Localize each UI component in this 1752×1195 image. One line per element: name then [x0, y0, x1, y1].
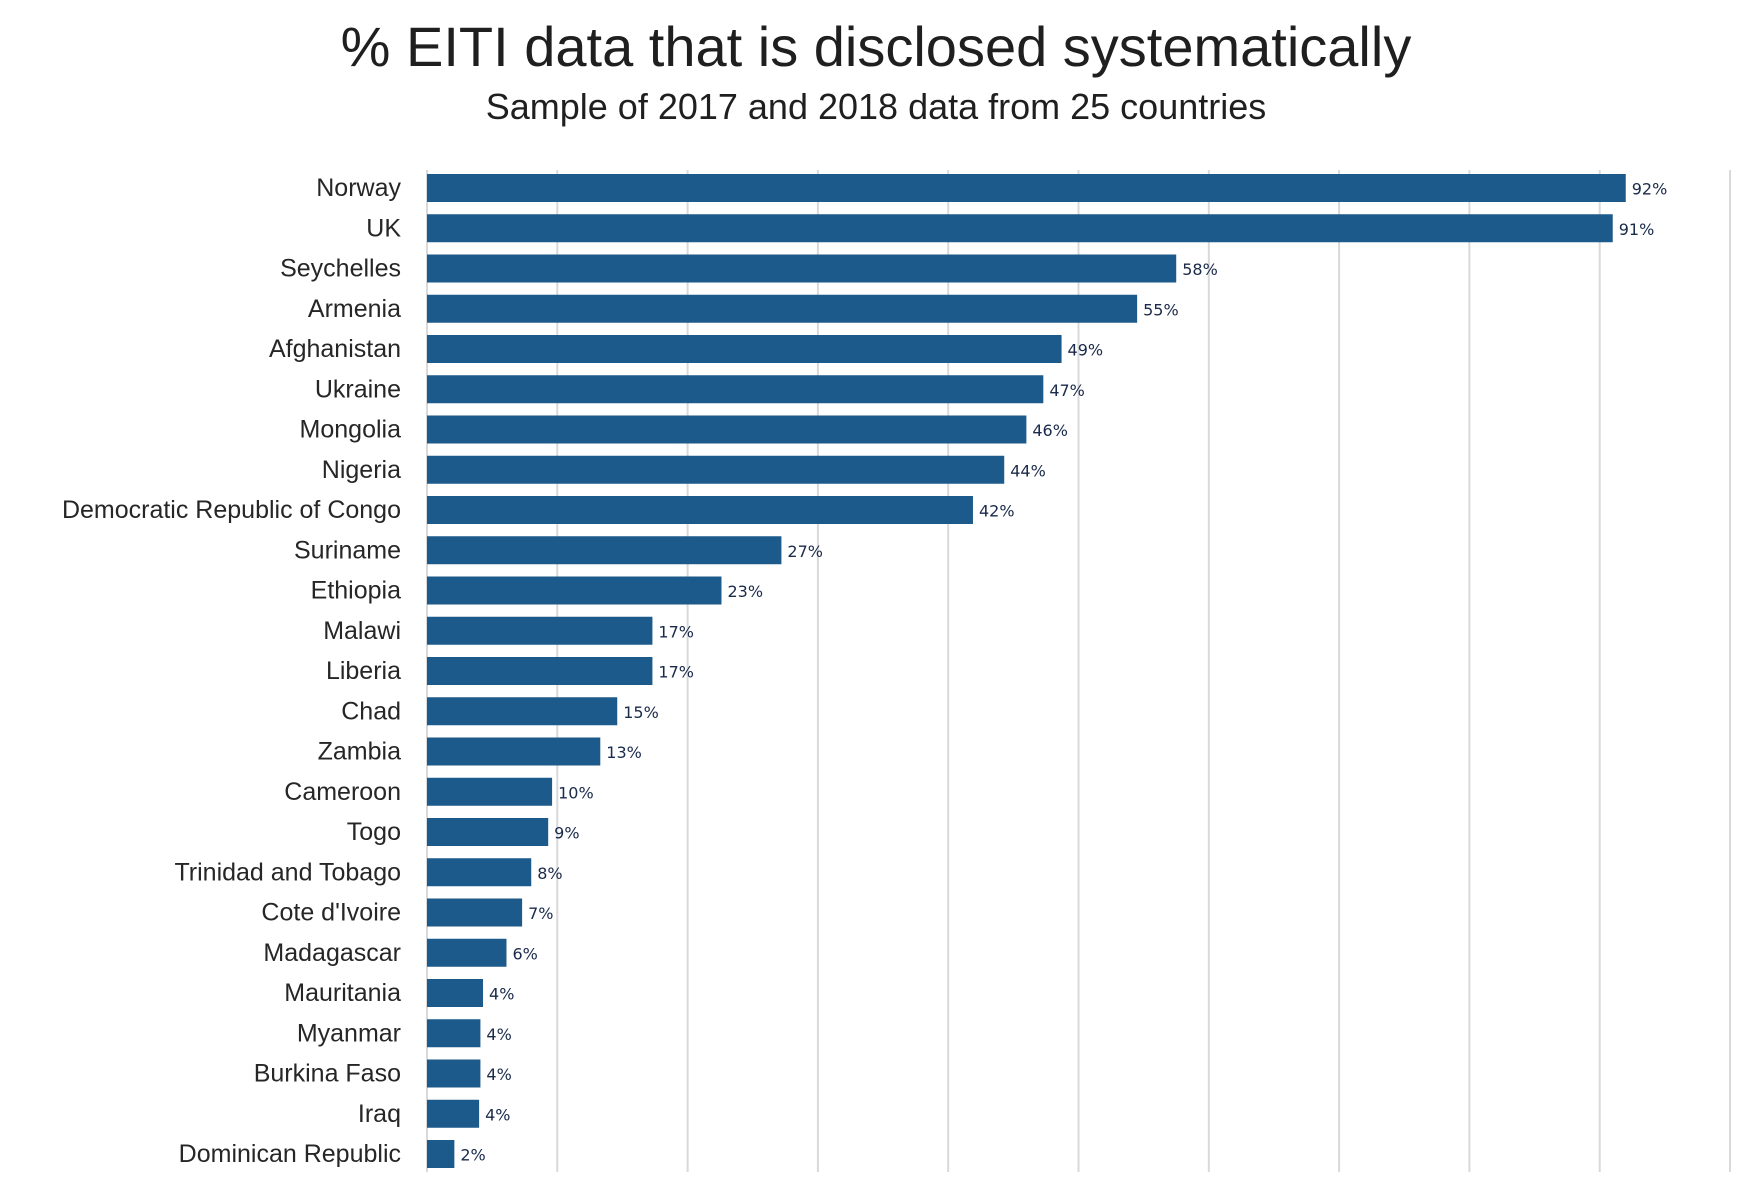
- value-label: 42%: [979, 502, 1015, 521]
- value-label: 46%: [1032, 421, 1068, 440]
- value-label: 58%: [1182, 260, 1218, 279]
- category-label: Chad: [341, 697, 401, 725]
- category-label: Ukraine: [315, 375, 401, 403]
- bar: [427, 616, 653, 645]
- bar: [427, 455, 1005, 484]
- value-label: 10%: [558, 783, 594, 802]
- chart-subtitle: Sample of 2017 and 2018 data from 25 cou…: [485, 86, 1267, 127]
- bars: [427, 174, 1626, 1168]
- value-label: 7%: [528, 904, 553, 923]
- category-label: Armenia: [308, 295, 401, 323]
- value-label: 2%: [460, 1146, 485, 1165]
- value-label: 8%: [537, 864, 562, 883]
- bar: [427, 1019, 481, 1048]
- category-label: Zambia: [318, 738, 401, 766]
- value-labels: 92% 91% 58% 55% 49% 47% 46% 44% 42% 27% 23% 17% 17% 1…: [460, 180, 1667, 1165]
- value-label: 4%: [489, 985, 514, 1004]
- category-label: Ethiopia: [311, 577, 401, 605]
- bar: [427, 576, 722, 605]
- bar: [427, 294, 1138, 323]
- bar: [427, 254, 1177, 283]
- bar: [427, 657, 653, 685]
- value-label: 4%: [486, 1025, 511, 1044]
- category-label: Dominican Republic: [179, 1140, 401, 1168]
- category-label: Democratic Republic of Congo: [62, 496, 401, 524]
- value-label: 23%: [727, 582, 763, 601]
- value-label: 55%: [1143, 300, 1179, 319]
- category-label: Madagascar: [263, 939, 401, 967]
- value-label: 9%: [554, 824, 579, 843]
- category-label: Burkina Faso: [254, 1060, 401, 1088]
- bar: [427, 174, 1626, 202]
- value-label: 6%: [512, 944, 537, 963]
- category-label: Norway: [316, 174, 401, 202]
- bar: [427, 375, 1044, 404]
- value-label: 49%: [1068, 341, 1104, 360]
- value-label: 92%: [1632, 180, 1668, 199]
- value-label: 17%: [658, 663, 694, 682]
- bar: [427, 979, 484, 1007]
- category-label: Togo: [347, 818, 401, 846]
- value-label: 4%: [486, 1065, 511, 1084]
- chart-title: % EITI data that is disclosed systematic…: [340, 15, 1412, 78]
- category-label: UK: [366, 214, 401, 242]
- bar: [427, 415, 1027, 444]
- bar: [427, 858, 532, 887]
- bar: [427, 818, 549, 846]
- bar: [427, 1059, 481, 1088]
- category-label: Iraq: [358, 1100, 401, 1128]
- category-label: Afghanistan: [269, 335, 401, 363]
- bar: [427, 496, 973, 524]
- bar: [427, 697, 618, 726]
- category-label: Malawi: [323, 617, 401, 645]
- value-label: 17%: [658, 622, 694, 641]
- bar: [427, 335, 1062, 363]
- bar: [427, 1140, 455, 1168]
- category-label: Mongolia: [300, 416, 402, 444]
- value-label: 27%: [787, 542, 823, 561]
- bar: [427, 737, 601, 766]
- category-label: Seychelles: [280, 255, 401, 283]
- category-label: Myanmar: [297, 1019, 401, 1047]
- bar: [427, 1099, 480, 1128]
- value-label: 47%: [1049, 381, 1085, 400]
- category-label: Nigeria: [322, 456, 401, 484]
- category-label: Mauritania: [284, 979, 401, 1007]
- bar: [427, 938, 507, 967]
- category-label: Trinidad and Tobago: [174, 858, 401, 886]
- value-label: 15%: [623, 703, 659, 722]
- category-labels: Norway UK Seychelles Armenia Afghanistan Ukra…: [62, 174, 402, 1168]
- bar: [427, 214, 1613, 243]
- bar: [427, 777, 553, 806]
- value-label: 91%: [1619, 220, 1655, 239]
- category-label: Suriname: [294, 536, 401, 564]
- bar: [427, 898, 523, 927]
- category-label: Cote d'Ivoire: [261, 899, 401, 927]
- category-label: Cameroon: [284, 778, 401, 806]
- value-label: 13%: [606, 743, 642, 762]
- value-label: 4%: [485, 1105, 510, 1124]
- category-label: Liberia: [326, 657, 401, 685]
- bar: [427, 536, 782, 565]
- value-label: 44%: [1010, 461, 1046, 480]
